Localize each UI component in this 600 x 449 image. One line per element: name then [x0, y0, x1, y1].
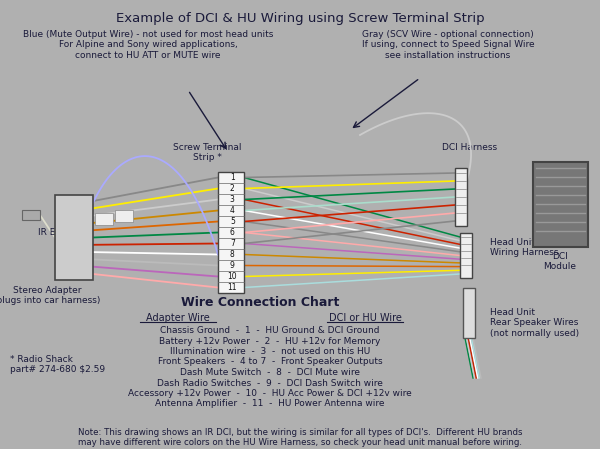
Bar — [22, 210, 40, 220]
Text: Illumination wire  -  3  -  not used on this HU: Illumination wire - 3 - not used on this… — [170, 347, 370, 356]
Text: Screw Terminal
Strip *: Screw Terminal Strip * — [173, 143, 241, 162]
Text: Head Unit
Rear Speaker Wires
(not normally used): Head Unit Rear Speaker Wires (not normal… — [490, 308, 579, 338]
Text: 1: 1 — [230, 173, 235, 182]
Text: 9: 9 — [230, 261, 235, 270]
Text: Front Speakers  -  4 to 7  -  Front Speaker Outputs: Front Speakers - 4 to 7 - Front Speaker … — [158, 357, 382, 366]
Text: Dash Radio Switches  -  9  -  DCI Dash Switch wire: Dash Radio Switches - 9 - DCI Dash Switc… — [157, 379, 383, 387]
Text: Note: This drawing shows an IR DCI, but the wiring is similar for all types of D: Note: This drawing shows an IR DCI, but … — [78, 428, 522, 447]
Bar — [95, 213, 113, 225]
Text: 4: 4 — [230, 206, 235, 215]
Text: 3: 3 — [230, 195, 235, 204]
Text: Gray (SCV Wire - optional connection)
If using, connect to Speed Signal Wire
see: Gray (SCV Wire - optional connection) If… — [362, 30, 535, 60]
Text: Example of DCI & HU Wiring using Screw Terminal Strip: Example of DCI & HU Wiring using Screw T… — [116, 12, 484, 25]
Text: DCI
Module: DCI Module — [544, 252, 577, 271]
Text: 5: 5 — [230, 217, 235, 226]
Text: 6: 6 — [230, 228, 235, 237]
Text: 8: 8 — [230, 250, 235, 259]
Text: Adapter Wire: Adapter Wire — [146, 313, 210, 323]
Text: * Radio Shack
part# 274-680 $2.59: * Radio Shack part# 274-680 $2.59 — [10, 355, 105, 374]
Bar — [115, 210, 133, 222]
Bar — [460, 233, 472, 278]
Text: Battery +12v Power  -  2  -  HU +12v for Memory: Battery +12v Power - 2 - HU +12v for Mem… — [160, 336, 380, 345]
Bar — [463, 288, 475, 338]
Bar — [533, 162, 588, 247]
Text: 7: 7 — [230, 239, 235, 248]
Text: Blue (Mute Output Wire) - not used for most head units
For Alpine and Sony wired: Blue (Mute Output Wire) - not used for m… — [23, 30, 273, 60]
Text: 10: 10 — [227, 272, 237, 281]
Bar — [55, 195, 93, 280]
Text: Dash Mute Switch  -  8  -  DCI Mute wire: Dash Mute Switch - 8 - DCI Mute wire — [180, 368, 360, 377]
Text: Stereo Adapter
(plugs into car harness): Stereo Adapter (plugs into car harness) — [0, 286, 101, 305]
Text: 2: 2 — [230, 184, 235, 193]
Text: IR Emitter: IR Emitter — [38, 228, 83, 237]
Text: Antenna Amplifier  -  11  -  HU Power Antenna wire: Antenna Amplifier - 11 - HU Power Antenn… — [155, 400, 385, 409]
Text: 11: 11 — [227, 283, 237, 292]
Text: Wire Connection Chart: Wire Connection Chart — [181, 296, 339, 309]
Text: DCI or HU Wire: DCI or HU Wire — [329, 313, 401, 323]
Bar — [218, 172, 244, 293]
Text: Accessory +12v Power  -  10  -  HU Acc Power & DCI +12v wire: Accessory +12v Power - 10 - HU Acc Power… — [128, 389, 412, 398]
Bar — [455, 168, 467, 226]
Text: Head Unit
Wiring Harness: Head Unit Wiring Harness — [490, 238, 559, 257]
Text: DCI Harness: DCI Harness — [442, 143, 497, 152]
Text: Chassis Ground  -  1  -  HU Ground & DCI Ground: Chassis Ground - 1 - HU Ground & DCI Gro… — [160, 326, 380, 335]
